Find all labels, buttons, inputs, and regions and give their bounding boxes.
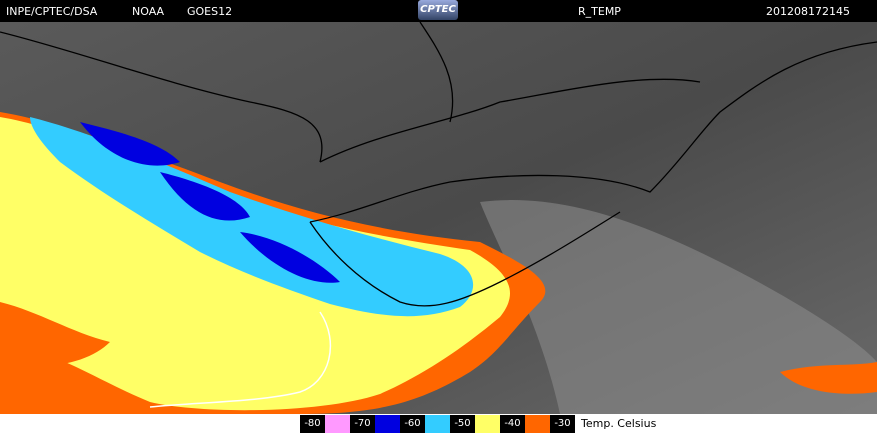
legend-swatch bbox=[475, 415, 500, 433]
legend-unit: Temp. Celsius bbox=[581, 417, 657, 430]
legend-label: -70 bbox=[350, 415, 375, 433]
legend-label: -80 bbox=[300, 415, 325, 433]
legend-swatch bbox=[375, 415, 400, 433]
satellite-image bbox=[0, 22, 877, 414]
legend-label: -50 bbox=[450, 415, 475, 433]
product: R_TEMP bbox=[578, 5, 621, 18]
legend-label: -40 bbox=[500, 415, 525, 433]
logo: CPTEC bbox=[418, 0, 458, 20]
legend-label: -30 bbox=[550, 415, 575, 433]
legend-swatch bbox=[525, 415, 550, 433]
legend-label: -60 bbox=[400, 415, 425, 433]
satellite: GOES12 bbox=[187, 5, 233, 18]
agency: NOAA bbox=[132, 5, 165, 18]
legend-swatch bbox=[325, 415, 350, 433]
header: INPE/CPTEC/DSA NOAA GOES12 CPTEC R_TEMP … bbox=[0, 0, 877, 22]
timestamp: 201208172145 bbox=[766, 5, 850, 18]
institution: INPE/CPTEC/DSA bbox=[6, 5, 98, 18]
legend-swatch bbox=[425, 415, 450, 433]
legend: -80 -70 -60 -50 -40 -30 Temp. Celsius bbox=[0, 414, 877, 434]
